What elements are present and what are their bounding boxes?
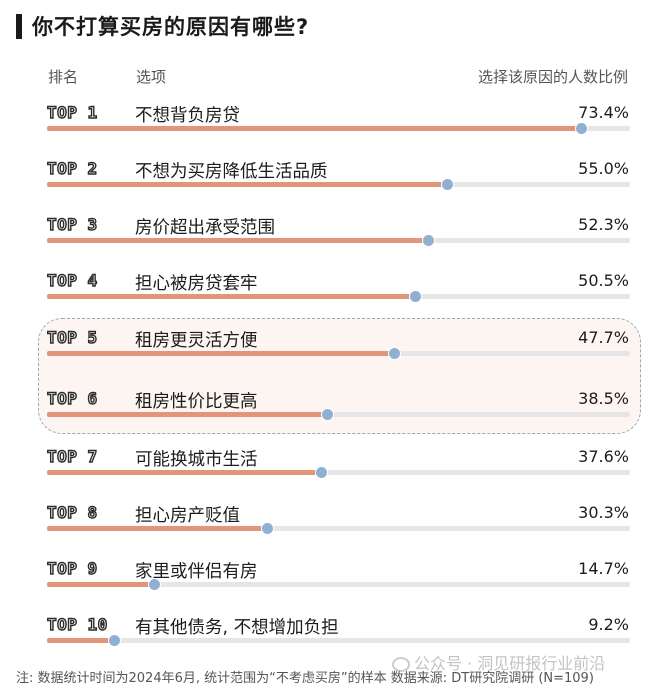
bar-end-dot — [408, 290, 422, 303]
chart-row: TOP 3 房价超出承受范围 52.3% — [0, 214, 666, 271]
option-label: 家里或伴侣有房 — [135, 562, 258, 582]
bar-end-dot — [314, 466, 328, 479]
option-label: 不想为买房降低生活品质 — [135, 162, 328, 182]
chart-row: TOP 2 不想为买房降低生活品质 55.0% — [0, 158, 666, 215]
value-label: 73.4% — [578, 103, 629, 122]
bar-track — [47, 634, 630, 647]
rank-label: TOP 7 — [46, 446, 98, 466]
footnote: 注: 数据统计时间为2024年6月, 统计范围为“不考虑买房”的样本 数据来源:… — [16, 671, 594, 686]
value-label: 50.5% — [578, 271, 629, 290]
value-label: 52.3% — [578, 215, 629, 234]
bar-fill — [47, 638, 115, 643]
bar-end-dot — [147, 578, 161, 591]
bar-fill — [47, 412, 328, 417]
bar-fill — [47, 470, 321, 475]
rank-label: TOP 4 — [46, 270, 98, 290]
bar-fill — [47, 182, 448, 187]
rank-label: TOP 8 — [46, 502, 98, 522]
watermark-text: 公众号 · 洞见研报行业前沿 — [414, 654, 606, 673]
bar-fill — [47, 582, 155, 587]
option-label: 有其他债务, 不想增加负担 — [135, 618, 339, 638]
option-label: 担心房产贬值 — [135, 506, 240, 526]
bar-track — [47, 347, 630, 360]
bar-fill — [47, 238, 429, 243]
bar-track — [47, 408, 630, 421]
chart-row: TOP 9 家里或伴侣有房 14.7% — [0, 558, 666, 615]
chart-row: TOP 6 租房性价比更高 38.5% — [0, 388, 666, 445]
chart-row: TOP 8 担心房产贬值 30.3% — [0, 502, 666, 559]
bar-end-dot — [421, 234, 435, 247]
value-label: 37.6% — [578, 447, 629, 466]
rank-label: TOP 6 — [46, 388, 98, 408]
value-label: 30.3% — [578, 503, 629, 522]
ratio-column-header: 选择该原因的人数比例 — [477, 68, 628, 86]
bar-end-dot — [388, 347, 402, 360]
bar-end-dot — [575, 122, 589, 135]
bar-fill — [47, 126, 582, 131]
chart-row: TOP 4 担心被房贷套牢 50.5% — [0, 270, 666, 327]
chart-row: TOP 1 不想背负房贷 73.4% — [0, 102, 666, 159]
bar-track — [47, 522, 630, 535]
bar-track — [47, 290, 630, 303]
value-label: 38.5% — [578, 389, 629, 408]
title-accent-bar — [16, 14, 22, 39]
rank-column-header: 排名 — [48, 68, 79, 86]
value-label: 14.7% — [578, 559, 629, 578]
option-label: 不想背负房贷 — [135, 106, 240, 126]
bar-end-dot — [441, 178, 455, 191]
bar-end-dot — [321, 408, 335, 421]
bar-track — [47, 578, 630, 591]
rank-label: TOP 1 — [46, 102, 98, 122]
bar-track — [47, 466, 630, 479]
value-label: 55.0% — [578, 159, 629, 178]
bar-track — [47, 178, 630, 191]
chart-row: TOP 7 可能换城市生活 37.6% — [0, 446, 666, 503]
bar-track — [47, 234, 630, 247]
chart-row: TOP 5 租房更灵活方便 47.7% — [0, 327, 666, 384]
rank-label: TOP 10 — [46, 614, 108, 634]
wechat-icon — [392, 657, 410, 672]
rank-label: TOP 3 — [46, 214, 98, 234]
value-label: 47.7% — [578, 328, 629, 347]
option-label: 租房更灵活方便 — [135, 331, 258, 351]
chart-row: TOP 10 有其他债务, 不想增加负担 9.2% — [0, 614, 666, 671]
bar-fill — [47, 351, 395, 356]
watermark: 公众号 · 洞见研报行业前沿 — [392, 650, 605, 674]
option-label: 担心被房贷套牢 — [135, 274, 258, 294]
bar-track — [47, 122, 630, 135]
bar-end-dot — [261, 522, 275, 535]
option-label: 可能换城市生活 — [135, 450, 258, 470]
option-label: 租房性价比更高 — [135, 392, 258, 412]
option-column-header: 选项 — [136, 68, 167, 86]
chart-title: 你不打算买房的原因有哪些? — [32, 15, 310, 39]
bar-end-dot — [107, 634, 121, 647]
value-label: 9.2% — [588, 615, 629, 634]
rank-label: TOP 9 — [46, 558, 98, 578]
bar-fill — [47, 294, 416, 299]
option-label: 房价超出承受范围 — [135, 218, 275, 238]
rank-label: TOP 2 — [46, 158, 98, 178]
bar-fill — [47, 526, 268, 531]
rank-label: TOP 5 — [46, 327, 98, 347]
